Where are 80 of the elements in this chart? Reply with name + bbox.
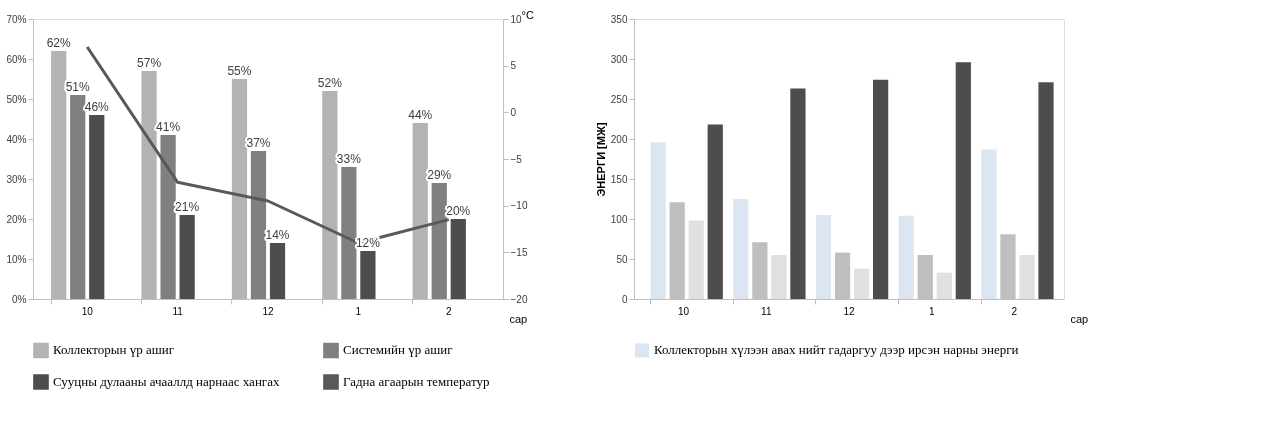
y-tick-label: 50%: [6, 93, 27, 105]
y2-tick-label: 0: [510, 106, 517, 118]
data-label: 21%: [175, 200, 200, 214]
y-tick-label: 0%: [12, 293, 27, 305]
bar: [179, 215, 195, 299]
x-tick-label: 2: [1011, 305, 1018, 317]
bar: [269, 243, 286, 299]
y2-tick-label: −15: [510, 246, 528, 258]
data-label: 62%: [46, 36, 72, 50]
data-label: 55%: [227, 64, 252, 78]
y-tick-label: 50: [616, 253, 628, 265]
x-tick-label: 1: [355, 305, 362, 317]
y-tick-label: 30%: [6, 173, 27, 185]
bar: [688, 220, 704, 299]
bar: [431, 183, 447, 299]
y-tick-label: 250: [610, 93, 628, 105]
bar: [70, 95, 86, 299]
legend-label: Сууцны дулааны ачааллд нарнаас хангах: [53, 374, 280, 389]
bar: [360, 251, 376, 299]
y-tick-label: 20%: [6, 213, 27, 225]
y-tick-label: 10%: [6, 253, 27, 265]
bar: [955, 62, 971, 299]
bar: [250, 151, 267, 299]
y2-tick-label: 10: [510, 13, 523, 25]
data-label: 37%: [246, 136, 271, 150]
y-tick-label: 100: [610, 213, 628, 225]
y-tick-label: 200: [610, 133, 628, 145]
x-tick-label: 12: [843, 305, 855, 317]
x-axis-title: сар: [509, 312, 528, 325]
data-label: 51%: [65, 80, 91, 94]
bar: [853, 268, 870, 299]
bar: [1019, 255, 1035, 299]
y2-axis-title: °C: [521, 8, 534, 21]
data-label: 44%: [408, 108, 433, 122]
data-label: 33%: [336, 152, 362, 166]
bar: [790, 88, 806, 299]
bar: [707, 124, 723, 299]
y-tick-label: 40%: [6, 133, 27, 145]
bar: [771, 255, 787, 299]
bar: [815, 215, 832, 299]
legend-label: Системийн үр ашиг: [343, 342, 453, 358]
data-label: 46%: [84, 100, 110, 114]
y2-tick-label: −5: [510, 153, 523, 165]
data-label: 52%: [317, 76, 343, 90]
bar: [650, 142, 666, 299]
bar: [873, 79, 889, 299]
bar: [341, 167, 357, 299]
data-label: 29%: [427, 168, 452, 182]
x-tick-label: 1: [928, 305, 935, 317]
x-tick-label: 11: [761, 305, 772, 317]
bar: [450, 219, 466, 299]
x-tick-label: 12: [262, 305, 274, 317]
y-tick-label: 70%: [6, 13, 27, 25]
y-tick-label: 60%: [6, 53, 27, 65]
bar: [733, 199, 749, 299]
bar: [160, 135, 176, 299]
legend-label: Коллекторын үр ашиг: [53, 342, 175, 358]
y-axis-title: ЭНЕРГИ [МЖ]: [594, 122, 607, 197]
y-tick-label: 300: [610, 53, 628, 65]
bar: [89, 115, 105, 299]
x-tick-label: 10: [678, 305, 690, 317]
x-axis-title: сар: [1070, 312, 1089, 325]
bar: [981, 149, 997, 299]
bar: [1038, 82, 1054, 299]
data-label: 41%: [156, 120, 181, 134]
y2-tick-label: −10: [510, 200, 528, 212]
y-tick-label: 350: [610, 13, 628, 25]
y-tick-label: 150: [610, 173, 628, 185]
legend-label: Коллекторын хүлээн авах нийт гадаргуу дээр ирсэн нарны энерги: [654, 342, 1019, 358]
data-label: 14%: [265, 228, 290, 242]
bar: [936, 272, 952, 299]
x-tick-label: 10: [81, 305, 94, 317]
legend-label: Гадна агаарын температур: [343, 374, 490, 389]
x-tick-label: 2: [445, 305, 452, 317]
y2-tick-label: 5: [510, 60, 517, 72]
x-tick-label: 11: [172, 305, 184, 317]
data-label: 57%: [137, 56, 162, 70]
bar: [898, 215, 914, 299]
y2-tick-label: −20: [510, 293, 528, 305]
y-tick-label: 0: [621, 293, 628, 305]
